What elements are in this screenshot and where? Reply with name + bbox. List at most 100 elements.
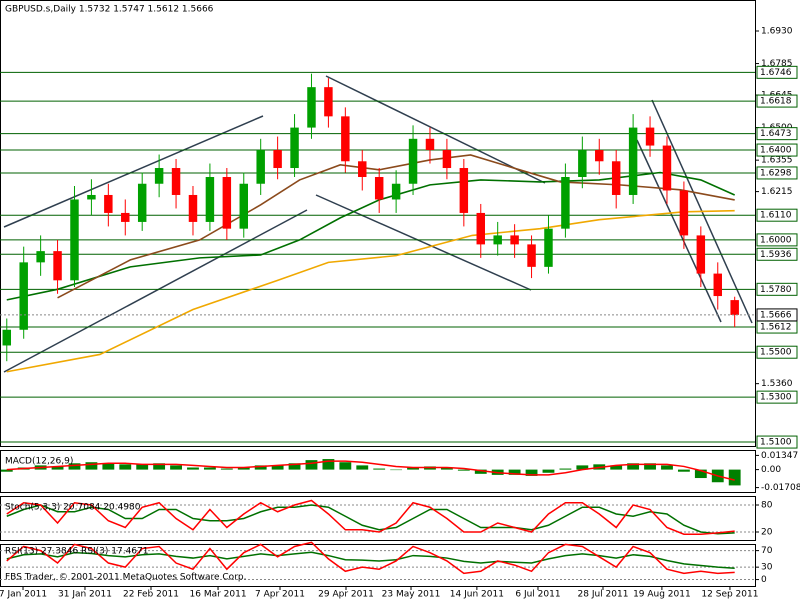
- candle-body: [645, 127, 655, 146]
- macd-bar: [203, 467, 216, 470]
- candle-body: [256, 150, 265, 184]
- macd-bar: [407, 467, 419, 470]
- moving-average: [6, 209, 735, 373]
- x-tick-label: 7 Jan 2011: [0, 590, 47, 600]
- level-label: 1.5780: [760, 285, 792, 295]
- candle-body: [19, 262, 28, 330]
- y-tick-label: 1.6355: [761, 156, 793, 166]
- candle-body: [476, 212, 485, 245]
- candle-body: [154, 168, 164, 184]
- candle-body: [341, 116, 350, 162]
- macd-bar: [390, 469, 403, 471]
- x-tick-label: 6 Jul 2011: [515, 590, 560, 600]
- macd-bar: [68, 463, 81, 470]
- candle-body: [205, 177, 215, 222]
- macd-bar: [288, 463, 301, 470]
- candle-body: [273, 150, 282, 169]
- level-box: [756, 233, 798, 247]
- indicator-line: [6, 499, 735, 535]
- x-tick-label: 28 Jul 2011: [578, 590, 629, 600]
- macd-panel: [0, 450, 756, 493]
- y-tick-label: 20: [761, 528, 773, 538]
- candle-body: [290, 127, 299, 169]
- candle-body: [104, 194, 113, 213]
- level-box: [756, 282, 798, 296]
- macd-bar: [136, 464, 149, 470]
- macd-bar: [237, 467, 250, 470]
- x-tick-label: 16 Mar 2011: [190, 590, 247, 600]
- current-price-box: [756, 308, 798, 322]
- level-box: [756, 65, 798, 79]
- macd-bar: [220, 468, 233, 470]
- candle-body: [53, 251, 62, 281]
- candle-body: [121, 212, 130, 222]
- y-tick-label: 0: [761, 575, 767, 585]
- indicator-line: [6, 504, 735, 535]
- level-box: [756, 247, 798, 261]
- y-tick-label: 80: [761, 501, 773, 511]
- candle-body: [442, 150, 452, 169]
- level-label: 1.6298: [760, 168, 792, 178]
- y-tick-label: -0.01708: [761, 483, 800, 493]
- candle-body: [730, 300, 739, 315]
- level-box: [756, 345, 798, 359]
- macd-bar: [119, 464, 132, 470]
- x-tick-label: 19 Aug 2011: [633, 590, 691, 600]
- candle-body: [544, 228, 553, 267]
- candle-body: [679, 190, 689, 236]
- candle-body: [595, 150, 604, 162]
- candle-body: [324, 87, 333, 117]
- macd-bar: [474, 469, 487, 474]
- macd-bar: [153, 463, 166, 470]
- candle-body: [239, 183, 248, 229]
- macd-bar: [373, 468, 386, 470]
- macd-bar: [356, 465, 369, 470]
- indicator-line: [6, 551, 735, 569]
- level-label: 1.5100: [760, 438, 792, 448]
- level-box: [756, 435, 798, 449]
- macd-bar: [627, 463, 640, 470]
- macd-bar: [508, 469, 521, 475]
- candle-body: [87, 194, 96, 200]
- macd-bar: [305, 460, 318, 470]
- candle-body: [662, 145, 672, 191]
- level-label: 1.5612: [760, 323, 792, 333]
- macd-bar: [457, 469, 470, 471]
- macd-bar: [102, 463, 115, 470]
- candle-body: [188, 194, 198, 222]
- level-label: 1.5300: [760, 393, 792, 403]
- level-label: 1.6000: [760, 235, 792, 245]
- indicator-line: [6, 541, 735, 575]
- macd-bar: [644, 463, 656, 470]
- level-box: [756, 166, 798, 180]
- candle-body: [2, 329, 12, 346]
- candle-body: [561, 177, 570, 229]
- level-box: [756, 390, 798, 404]
- trendline: [3, 115, 264, 228]
- signal-line: [6, 460, 735, 481]
- candle-body: [358, 161, 367, 178]
- macd-bar: [339, 462, 352, 470]
- x-tick-label: 23 May 2011: [382, 590, 441, 600]
- level-box: [756, 94, 798, 108]
- macd-bar: [271, 465, 284, 470]
- candle-body: [222, 177, 232, 229]
- macd-bar: [187, 467, 199, 470]
- x-tick-label: 14 Jun 2011: [450, 590, 504, 600]
- chart-title: GBPUSD.s,Daily 1.5732 1.5747 1.5612 1.56…: [5, 5, 214, 15]
- macd-bar: [661, 465, 673, 470]
- y-tick-label: 1.5360: [761, 379, 793, 389]
- trendline: [325, 75, 546, 184]
- indicator-title: MACD(12,26,9): [5, 457, 73, 467]
- candle-body: [307, 87, 316, 128]
- candle-body: [611, 161, 621, 195]
- y-tick-label: 0.00: [761, 465, 781, 475]
- macd-bar: [170, 465, 182, 470]
- candle-body: [628, 127, 638, 195]
- copyright: FBS Trader, © 2001-2011 MetaQuotes Softw…: [5, 573, 246, 583]
- level-label: 1.6473: [760, 129, 792, 139]
- macd-bar: [51, 466, 64, 470]
- macd-bar: [576, 465, 589, 470]
- current-price-label: 1.5666: [760, 310, 792, 320]
